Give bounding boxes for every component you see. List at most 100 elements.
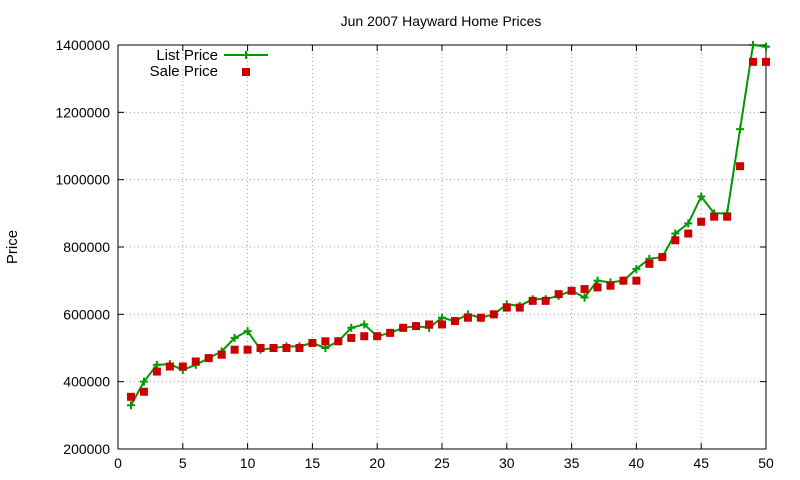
tick-label-y: 200000 [63, 441, 110, 457]
data-point-sale-price [567, 286, 576, 295]
data-point-sale-price [230, 345, 239, 354]
tick-label-x: 45 [693, 455, 709, 471]
data-point-sale-price [684, 229, 693, 238]
data-point-sale-price [736, 162, 745, 171]
data-point-sale-price [541, 296, 550, 305]
legend-marker-list-price [242, 51, 250, 59]
tick-label-y: 1200000 [55, 104, 110, 120]
tick-label-x: 30 [499, 455, 515, 471]
data-point-sale-price [438, 320, 446, 329]
data-point-sale-price [593, 283, 602, 292]
data-point-sale-price [165, 362, 174, 371]
data-point-sale-price [671, 236, 680, 245]
data-point-sale-price [412, 322, 421, 331]
data-point-list-price [632, 264, 641, 273]
data-point-sale-price [217, 350, 226, 359]
tick-label-x: 50 [758, 455, 774, 471]
data-point-sale-price [697, 217, 706, 226]
data-point-sale-price [528, 296, 537, 305]
data-point-sale-price [126, 392, 135, 401]
data-point-list-price [139, 377, 148, 386]
plot-frame [117, 44, 767, 450]
data-point-sale-price [334, 337, 343, 346]
data-point-list-price [736, 125, 745, 134]
tick-label-x: 0 [114, 455, 122, 471]
data-point-list-price [593, 276, 602, 285]
data-point-sale-price [399, 323, 408, 332]
legend: List Price Sale Price [150, 47, 268, 80]
data-point-sale-price [139, 387, 148, 396]
axis-ticks: 200000 400000 600000 800000 1000000 1200000 14… [55, 37, 774, 471]
data-point-sale-price [360, 332, 369, 341]
tick-label-x: 10 [240, 455, 256, 471]
tick-label-x: 40 [629, 455, 645, 471]
data-point-list-price [749, 41, 758, 49]
tick-label-y: 800000 [63, 239, 110, 255]
data-point-sale-price [463, 313, 472, 322]
chart-title: Jun 2007 Hayward Home Prices [341, 13, 542, 29]
data-point-sale-price [152, 367, 161, 376]
series-sale-price [126, 57, 770, 401]
data-point-sale-price [269, 344, 278, 352]
data-point-list-price [684, 219, 693, 228]
data-point-sale-price [502, 303, 511, 312]
tick-label-y: 600000 [63, 306, 110, 322]
y-axis-label: Price [4, 230, 21, 264]
legend-label-list-price: List Price [156, 47, 218, 64]
data-point-sale-price [282, 344, 291, 352]
tick-label-y: 1000000 [55, 172, 110, 188]
data-point-sale-price [386, 328, 395, 337]
data-point-sale-price [723, 212, 732, 221]
tick-label-y: 400000 [63, 374, 110, 390]
data-point-sale-price [308, 338, 317, 347]
data-point-sale-price [204, 354, 213, 363]
legend-label-sale-price: Sale Price [150, 63, 218, 80]
data-point-sale-price [243, 345, 252, 354]
data-point-sale-price [295, 344, 304, 352]
data-point-sale-price [191, 357, 200, 366]
data-point-sale-price [645, 259, 654, 268]
data-point-sale-price [425, 320, 434, 329]
data-point-sale-price [606, 281, 615, 290]
tick-label-x: 5 [179, 455, 187, 471]
data-point-sale-price [450, 317, 459, 326]
data-point-sale-price [347, 333, 356, 342]
data-point-list-price [347, 323, 356, 332]
tick-label-x: 15 [305, 455, 321, 471]
data-point-list-price [671, 229, 680, 238]
tick-label-x: 20 [369, 455, 385, 471]
data-point-list-price [762, 42, 770, 51]
tick-label-y: 1400000 [55, 37, 110, 53]
data-point-sale-price [554, 290, 563, 299]
data-point-list-price [697, 192, 706, 201]
data-point-sale-price [476, 313, 485, 322]
data-point-list-price [438, 313, 446, 322]
data-point-sale-price [321, 337, 330, 346]
data-point-sale-price [373, 332, 382, 341]
legend-marker-sale-price [242, 68, 250, 76]
data-point-sale-price [256, 344, 265, 352]
data-point-list-price [321, 344, 330, 352]
data-point-sale-price [710, 212, 719, 221]
data-point-sale-price [749, 57, 758, 66]
tick-label-x: 35 [564, 455, 580, 471]
data-point-list-price [126, 401, 135, 410]
data-point-list-price [152, 360, 161, 369]
data-point-list-price [243, 327, 252, 336]
data-point-sale-price [178, 362, 187, 371]
tick-label-x: 25 [434, 455, 450, 471]
data-point-sale-price [658, 253, 667, 262]
data-point-list-price [360, 320, 369, 329]
data-point-sale-price [515, 303, 524, 312]
data-point-list-price [580, 293, 589, 302]
series-layer [126, 41, 770, 410]
grid [118, 45, 766, 449]
data-point-sale-price [632, 276, 641, 285]
data-point-sale-price [619, 276, 628, 285]
data-point-list-price [230, 333, 239, 342]
data-point-sale-price [580, 285, 589, 294]
series-line-list-price [130, 43, 767, 406]
data-point-sale-price [489, 310, 498, 319]
data-point-sale-price [762, 57, 770, 66]
